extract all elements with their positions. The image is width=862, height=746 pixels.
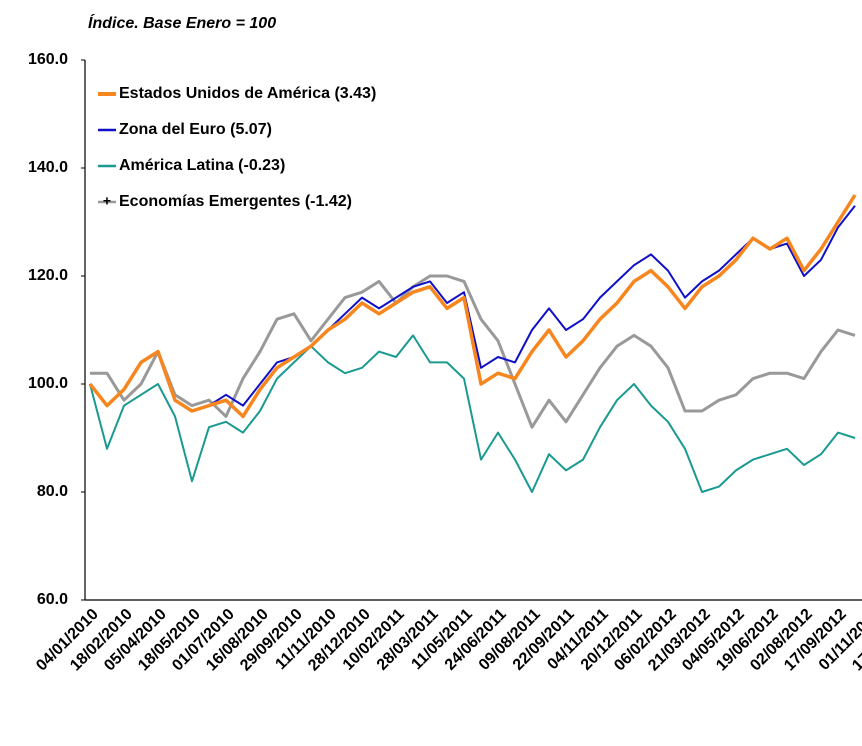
legend-marker: + <box>103 193 111 209</box>
y-tick-label: 120.0 <box>28 267 68 284</box>
series-line <box>88 194 857 419</box>
series-line <box>89 334 856 493</box>
series-line <box>89 205 856 412</box>
y-tick-label: 60.0 <box>37 591 68 608</box>
legend-label: Estados Unidos de América (3.43) <box>119 85 376 102</box>
y-tick-label: 80.0 <box>37 483 68 500</box>
legend-label: América Latina (-0.23) <box>119 157 285 174</box>
legend-label: Economías Emergentes (-1.42) <box>119 193 352 210</box>
legend-label: Zona del Euro (5.07) <box>119 121 272 138</box>
y-tick-label: 160.0 <box>28 51 68 68</box>
y-axis-title: Índice. Base Enero = 100 <box>88 13 276 32</box>
series-line <box>90 274 856 429</box>
y-tick-label: 140.0 <box>28 159 68 176</box>
y-tick-label: 100.0 <box>28 375 68 392</box>
